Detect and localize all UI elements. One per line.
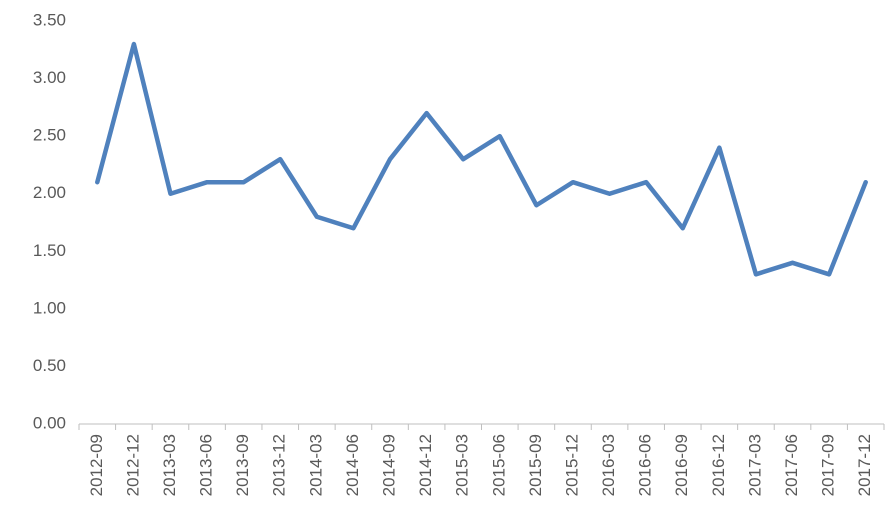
y-tick-label: 0.50 [33, 356, 66, 375]
x-tick-label: 2017-03 [745, 434, 764, 496]
x-tick-label: 2015-03 [453, 434, 472, 496]
x-tick-label: 2017-09 [819, 434, 838, 496]
y-tick-label: 3.00 [33, 68, 66, 87]
x-tick-label: 2012-09 [87, 434, 106, 496]
x-tick-label: 2017-12 [855, 434, 874, 496]
series-line [95, 41, 868, 277]
y-tick-label: 1.00 [33, 298, 66, 317]
x-tick-label: 2012-12 [123, 434, 142, 496]
x-tick-label: 2013-12 [270, 434, 289, 496]
x-tick-label: 2016-09 [672, 434, 691, 496]
x-tick-label: 2015-09 [526, 434, 545, 496]
x-tick-label: 2014-12 [416, 434, 435, 496]
y-tick-label: 3.50 [33, 10, 66, 29]
y-tick-label: 1.50 [33, 241, 66, 260]
x-tick-label: 2014-06 [343, 434, 362, 496]
x-tick-label: 2014-03 [306, 434, 325, 496]
x-tick-label: 2013-06 [197, 434, 216, 496]
x-tick-label: 2015-06 [489, 434, 508, 496]
x-tick-label: 2013-09 [233, 434, 252, 496]
x-tick-label: 2015-12 [562, 434, 581, 496]
x-tick-label: 2013-03 [160, 434, 179, 496]
y-tick-label: 0.00 [33, 413, 66, 432]
x-tick-label: 2014-09 [380, 434, 399, 496]
x-tick-label: 2017-06 [782, 434, 801, 496]
y-tick-label: 2.50 [33, 126, 66, 145]
x-tick-label: 2016-06 [636, 434, 655, 496]
y-tick-label: 2.00 [33, 183, 66, 202]
x-tick-label: 2016-03 [599, 434, 618, 496]
x-tick-label: 2016-12 [709, 434, 728, 496]
